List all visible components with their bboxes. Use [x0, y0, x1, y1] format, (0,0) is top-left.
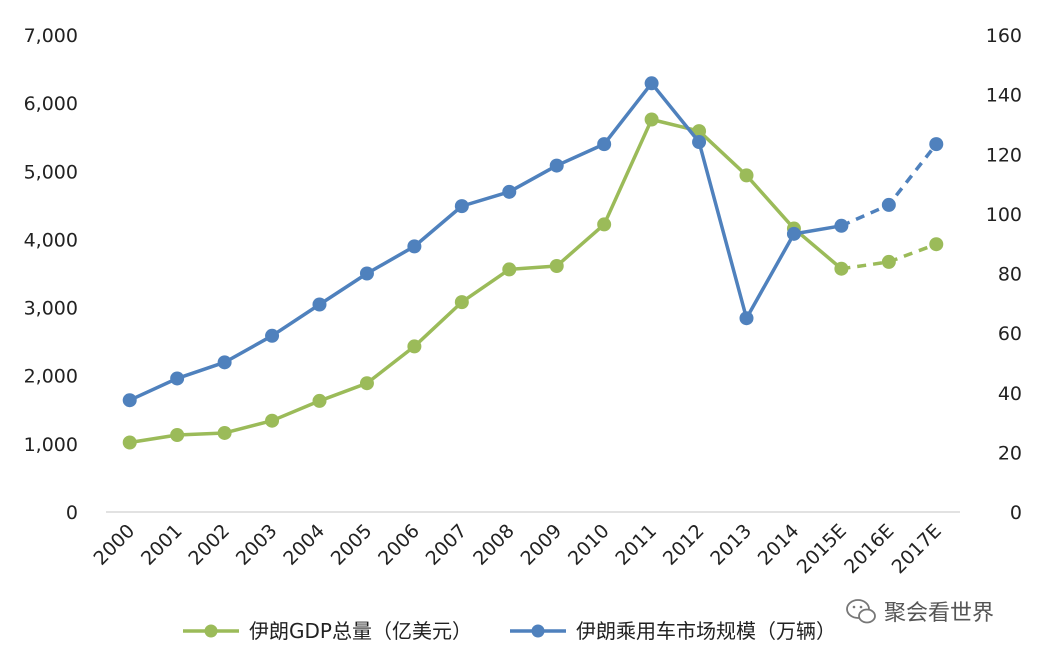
data-point — [217, 355, 232, 370]
x-tick-label: 2016E — [840, 520, 898, 578]
x-tick-label: 2003 — [232, 520, 282, 570]
data-point — [265, 413, 280, 428]
data-point — [644, 112, 659, 127]
right-axis-ticks: 0 20 40 60 80 100 120 140 160 — [986, 25, 1022, 524]
right-y-tick-label: 40 — [998, 383, 1022, 405]
right-y-tick-label: 0 — [1010, 502, 1022, 524]
x-tick-label: 2013 — [706, 520, 756, 570]
data-point — [170, 371, 185, 386]
left-y-tick-label: 4,000 — [24, 229, 78, 251]
data-point — [407, 239, 422, 254]
data-point — [217, 425, 232, 440]
x-tick-label: 2010 — [564, 520, 614, 570]
data-point — [454, 199, 469, 214]
series-line — [128, 81, 842, 402]
left-y-tick-label: 6,000 — [24, 93, 78, 115]
data-point — [692, 124, 707, 139]
x-tick-label: 2007 — [422, 520, 472, 570]
data-point — [597, 137, 612, 152]
left-y-tick-label: 2,000 — [24, 366, 78, 388]
data-point — [881, 197, 896, 212]
data-point — [312, 297, 327, 312]
x-tick-label: 2015E — [793, 520, 851, 578]
data-point — [549, 158, 564, 173]
series-line — [129, 117, 843, 445]
data-point — [122, 435, 137, 450]
series-forecast-line — [840, 143, 938, 228]
left-y-tick-label: 3,000 — [24, 298, 78, 320]
data-point — [739, 311, 754, 326]
data-point — [597, 217, 612, 232]
left-axis-ticks: 0 1,000 2,000 3,000 4,000 5,000 6,000 7,000 — [24, 25, 78, 524]
x-tick-label: 2008 — [469, 520, 519, 570]
series-1 — [122, 112, 944, 450]
data-point — [929, 237, 944, 252]
legend: 伊朗GDP总量（亿美元） 伊朗乘用车市场规模（万辆） — [183, 619, 836, 643]
legend-marker — [204, 624, 218, 638]
series-2 — [122, 76, 944, 408]
wechat-icon — [846, 599, 876, 624]
data-point — [739, 168, 754, 183]
x-tick-label: 2004 — [279, 520, 329, 570]
right-y-tick-label: 60 — [998, 323, 1022, 345]
x-tick-label: 2006 — [374, 520, 424, 570]
right-y-tick-label: 140 — [986, 85, 1022, 107]
data-point — [170, 427, 185, 442]
x-tick-label: 2011 — [611, 520, 661, 570]
data-point — [692, 135, 707, 150]
x-tick-label: 2002 — [184, 520, 234, 570]
data-point — [122, 393, 137, 408]
data-point — [834, 218, 849, 233]
left-y-tick-label: 7,000 — [24, 25, 78, 47]
data-point — [881, 254, 896, 269]
x-tick-label: 2012 — [659, 520, 709, 570]
data-point — [359, 376, 374, 391]
x-tick-label: 2009 — [517, 520, 567, 570]
legend-label: 伊朗GDP总量（亿美元） — [249, 619, 472, 643]
left-y-tick-label: 1,000 — [24, 434, 78, 456]
x-tick-label: 2001 — [137, 520, 187, 570]
x-tick-label: 2005 — [327, 520, 377, 570]
x-axis-ticks: 2000200120022003200420052006200720082009… — [90, 520, 946, 578]
right-y-tick-label: 160 — [986, 25, 1022, 47]
series-forecast-line — [841, 242, 937, 271]
right-y-tick-label: 80 — [998, 264, 1022, 286]
left-y-tick-label: 5,000 — [24, 161, 78, 183]
data-point — [549, 259, 564, 274]
watermark: 聚会看世界 — [846, 599, 994, 626]
data-point — [407, 339, 422, 354]
data-point — [359, 266, 374, 281]
data-point — [834, 261, 849, 276]
data-point — [929, 137, 944, 152]
data-point — [786, 226, 801, 241]
data-point — [265, 328, 280, 343]
right-y-tick-label: 100 — [986, 204, 1022, 226]
x-tick-label: 2017E — [888, 520, 946, 578]
x-tick-label: 2000 — [90, 520, 140, 570]
right-y-tick-label: 20 — [998, 442, 1022, 464]
data-point — [454, 295, 469, 310]
left-y-tick-label: 0 — [66, 502, 78, 524]
watermark-text: 聚会看世界 — [884, 601, 994, 626]
data-point — [312, 393, 327, 408]
legend-marker — [531, 624, 545, 638]
series-layer — [122, 76, 944, 450]
data-point — [502, 262, 517, 277]
data-point — [644, 76, 659, 91]
right-y-tick-label: 120 — [986, 144, 1022, 166]
data-point — [502, 184, 517, 199]
legend-label: 伊朗乘用车市场规模（万辆） — [576, 619, 836, 643]
